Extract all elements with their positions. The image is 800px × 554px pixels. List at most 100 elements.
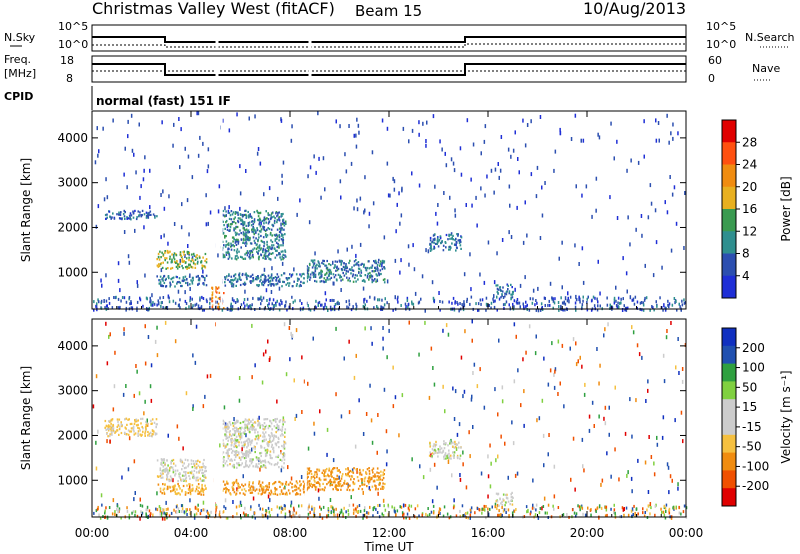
scatter-cell — [271, 240, 274, 244]
scatter-cell — [307, 269, 309, 272]
ground-cell — [474, 511, 476, 515]
noise-cell — [287, 465, 289, 470]
scatter-cell — [445, 457, 447, 460]
noise-cell — [541, 185, 543, 190]
noise-cell — [133, 393, 135, 398]
scatter-cell — [299, 480, 301, 483]
scatter-cell — [227, 457, 230, 460]
ground-cell — [525, 300, 527, 304]
noise-cell — [364, 175, 366, 180]
scatter-cell — [233, 491, 236, 494]
scatter-cell — [265, 424, 268, 427]
scatter-cell — [280, 213, 283, 216]
noise-cell — [677, 131, 679, 136]
ground-cell — [427, 507, 429, 510]
scatter-cell — [251, 460, 254, 463]
scatter-cell — [450, 246, 452, 249]
ground-cell — [163, 508, 165, 512]
scatter-cell — [282, 434, 284, 437]
scatter-cell — [110, 425, 112, 428]
scatter-cell — [192, 252, 195, 255]
noise-cell — [672, 122, 674, 127]
scatter-cell — [249, 215, 251, 218]
scatter-cell — [295, 493, 298, 496]
scatter-cell — [149, 431, 152, 434]
scatter-cell — [258, 246, 261, 249]
ground-cell — [579, 508, 581, 512]
scatter-cell — [383, 278, 386, 281]
scatter-cell — [347, 467, 349, 470]
scatter-cell — [171, 253, 173, 256]
scatter-cell — [371, 469, 374, 472]
ground-cell — [630, 509, 633, 513]
scatter-cell — [269, 279, 272, 282]
ground-cell — [490, 306, 492, 310]
scatter-cell — [225, 435, 228, 438]
scatter-cell — [181, 489, 183, 492]
ground-cell — [622, 297, 624, 301]
scatter-cell — [243, 457, 246, 460]
scatter-cell — [230, 245, 232, 248]
scatter-cell — [110, 427, 113, 430]
ground-cell — [531, 506, 534, 510]
ground-cell — [261, 507, 264, 511]
scatter-cell — [339, 483, 342, 486]
scatter-cell — [314, 268, 317, 271]
noise-cell — [497, 412, 499, 417]
noise-cell — [535, 334, 537, 339]
noise-cell — [671, 478, 673, 483]
noise-cell — [196, 111, 198, 116]
scatter-cell — [234, 445, 236, 448]
ground-cell — [664, 506, 667, 510]
ground-cell — [373, 306, 375, 310]
noise-cell — [234, 239, 237, 244]
scatter-cell — [372, 279, 375, 282]
noise-cell — [290, 331, 292, 336]
scatter-cell — [185, 261, 187, 264]
noise-cell — [353, 375, 356, 380]
scatter-cell — [323, 489, 326, 492]
noise-cell — [219, 443, 221, 448]
scatter-cell — [284, 249, 286, 252]
ground-cell — [118, 306, 120, 310]
scatter-cell — [351, 266, 353, 269]
noise-cell — [267, 339, 269, 344]
noise-cell — [504, 441, 506, 446]
scatter-cell — [512, 292, 514, 295]
noise-cell — [575, 184, 577, 189]
scatter-cell — [225, 491, 227, 494]
ground-cell — [571, 508, 574, 512]
noise-cell — [438, 291, 440, 295]
noise-cell — [123, 331, 125, 336]
noise-cell — [356, 117, 358, 122]
ground-cell — [194, 303, 196, 307]
noise-cell — [460, 172, 463, 177]
scatter-cell — [217, 305, 220, 308]
noise-cell — [525, 350, 527, 355]
noise-cell — [164, 516, 166, 521]
scatter-cell — [229, 463, 231, 466]
scatter-cell — [240, 464, 242, 467]
ground-cell — [470, 506, 473, 510]
scatter-cell — [455, 249, 457, 252]
scatter-cell — [270, 216, 272, 219]
ground-cell — [265, 509, 267, 512]
scatter-cell — [453, 451, 456, 454]
ground-cell — [682, 510, 685, 514]
scatter-cell — [352, 488, 355, 491]
noise-cell — [451, 473, 453, 478]
scatter-cell — [217, 297, 220, 300]
scatter-cell — [162, 488, 165, 491]
scatter-cell — [179, 472, 181, 475]
noise-cell — [168, 194, 170, 199]
noise-cell — [112, 407, 115, 412]
scatter-cell — [496, 500, 499, 503]
scatter-cell — [234, 212, 237, 215]
scatter-cell — [239, 421, 242, 425]
noise-cell — [610, 474, 612, 479]
scatter-cell — [458, 441, 460, 444]
scatter-cell — [172, 489, 175, 492]
scatter-cell — [332, 481, 335, 484]
scatter-cell — [165, 285, 168, 288]
ground-cell — [184, 299, 187, 303]
